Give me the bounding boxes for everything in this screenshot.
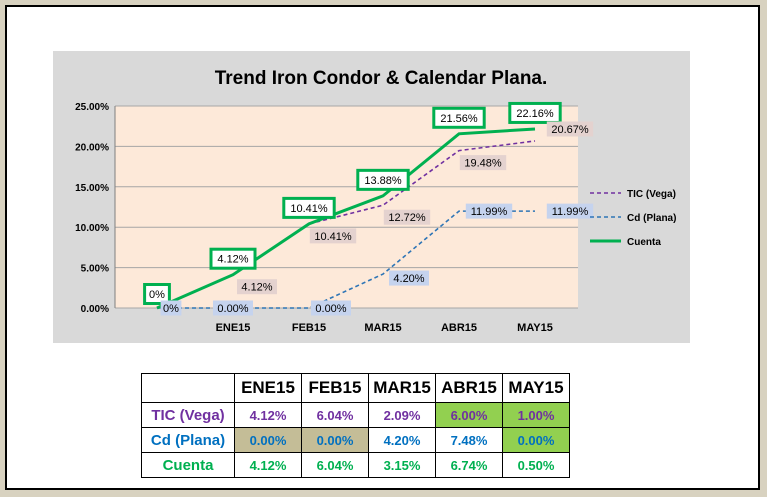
table-cell: 4.12% xyxy=(234,452,302,478)
table-header-cell: ABR15 xyxy=(435,373,503,403)
chart-area: Trend Iron Condor & Calendar Plana. 0.00… xyxy=(53,51,690,343)
data-label: 11.99% xyxy=(546,203,594,219)
table-header-cell: MAR15 xyxy=(368,373,436,403)
report-frame: Trend Iron Condor & Calendar Plana. 0.00… xyxy=(5,5,760,490)
y-tick-label: 25.00% xyxy=(75,102,109,113)
table-row: Cuenta 4.12% 6.04% 3.15% 6.74% 0.50% xyxy=(141,452,570,478)
svg-text:4.12%: 4.12% xyxy=(217,254,248,266)
table-cell: 6.00% xyxy=(435,402,503,428)
table-cell: 0.00% xyxy=(301,427,369,453)
svg-text:12.72%: 12.72% xyxy=(388,212,426,224)
y-tick-label: 20.00% xyxy=(75,142,109,153)
table-header-cell: FEB15 xyxy=(301,373,369,403)
line-chart: Trend Iron Condor & Calendar Plana. 0.00… xyxy=(75,68,676,334)
table-header-row: ENE15 FEB15 MAR15 ABR15 MAY15 xyxy=(141,373,570,403)
legend-entry: TIC (Vega) xyxy=(590,189,676,200)
x-tick-label: ENE15 xyxy=(216,322,251,334)
table-cell: 0.00% xyxy=(502,427,570,453)
x-tick-label: ABR15 xyxy=(441,322,477,334)
series-line-tic-vega xyxy=(156,140,536,309)
svg-text:10.41%: 10.41% xyxy=(314,231,352,243)
svg-text:0%: 0% xyxy=(163,303,179,315)
data-label: 4.12% xyxy=(209,247,257,270)
svg-text:0.00%: 0.00% xyxy=(315,303,346,315)
x-tick-label: FEB15 xyxy=(292,322,326,334)
data-label: 0.00% xyxy=(311,300,351,316)
svg-text:22.16%: 22.16% xyxy=(516,108,554,120)
svg-text:11.99%: 11.99% xyxy=(471,206,508,218)
table-cell: 0.00% xyxy=(234,427,302,453)
data-label: 19.48% xyxy=(459,155,507,171)
y-tick-label: 15.00% xyxy=(75,183,109,194)
table-corner xyxy=(141,373,235,403)
table-cell: 4.20% xyxy=(368,427,436,453)
data-label: 20.67% xyxy=(546,121,594,137)
legend-entry: Cd (Plana) xyxy=(590,213,676,224)
table-cell: 0.50% xyxy=(502,452,570,478)
data-label: 0.00% xyxy=(213,300,253,316)
table-cell: 1.00% xyxy=(502,402,570,428)
legend-entry: Cuenta xyxy=(590,237,661,248)
table-cell: 2.09% xyxy=(368,402,436,428)
data-label: 22.16% xyxy=(508,101,562,124)
table-row: TIC (Vega) 4.12% 6.04% 2.09% 6.00% 1.00% xyxy=(141,402,570,428)
table-row: Cd (Plana) 0.00% 0.00% 4.20% 7.48% 0.00% xyxy=(141,427,570,453)
y-tick-label: 0.00% xyxy=(81,304,109,315)
svg-text:11.99%: 11.99% xyxy=(552,206,589,218)
table-cell: 6.74% xyxy=(435,452,503,478)
table-row-label: TIC (Vega) xyxy=(141,402,235,428)
data-label: 0% xyxy=(160,300,182,316)
table-cell: 4.12% xyxy=(234,402,302,428)
svg-text:10.41%: 10.41% xyxy=(290,203,328,215)
svg-text:20.67%: 20.67% xyxy=(551,124,589,136)
data-label: 0% xyxy=(143,283,171,305)
table-header-cell: ENE15 xyxy=(234,373,302,403)
table-row-label: Cd (Plana) xyxy=(141,427,235,453)
svg-text:4.20%: 4.20% xyxy=(393,273,424,285)
y-tick-label: 5.00% xyxy=(81,264,109,275)
data-label: 10.41% xyxy=(309,228,357,244)
data-label: 13.88% xyxy=(356,168,410,191)
data-label: 12.72% xyxy=(383,209,431,225)
monthly-returns-table: ENE15 FEB15 MAR15 ABR15 MAY15 TIC (Vega) 4.12… xyxy=(141,373,570,478)
svg-text:19.48%: 19.48% xyxy=(464,158,502,170)
svg-text:4.12%: 4.12% xyxy=(241,282,272,294)
svg-text:13.88%: 13.88% xyxy=(364,175,402,187)
data-label: 11.99% xyxy=(465,203,513,219)
svg-text:0.00%: 0.00% xyxy=(217,303,248,315)
data-label: 10.41% xyxy=(282,196,336,219)
table-cell: 3.15% xyxy=(368,452,436,478)
series-line-cuenta xyxy=(156,127,536,310)
data-label: 4.12% xyxy=(237,279,277,295)
svg-text:0%: 0% xyxy=(149,289,165,301)
svg-text:21.56%: 21.56% xyxy=(440,113,478,125)
legend-label: Cd (Plana) xyxy=(627,213,676,224)
table-cell: 7.48% xyxy=(435,427,503,453)
data-label: 4.20% xyxy=(389,270,429,286)
table-cell: 6.04% xyxy=(301,452,369,478)
legend-label: Cuenta xyxy=(627,237,661,248)
x-tick-label: MAR15 xyxy=(364,322,401,334)
data-label: 21.56% xyxy=(432,106,486,129)
table-cell: 6.04% xyxy=(301,402,369,428)
table-row-label: Cuenta xyxy=(141,452,235,478)
legend-label: TIC (Vega) xyxy=(627,189,676,200)
x-tick-label: MAY15 xyxy=(517,322,553,334)
y-tick-label: 10.00% xyxy=(75,223,109,234)
table-header-cell: MAY15 xyxy=(502,373,570,403)
chart-title: Trend Iron Condor & Calendar Plana. xyxy=(215,68,548,89)
